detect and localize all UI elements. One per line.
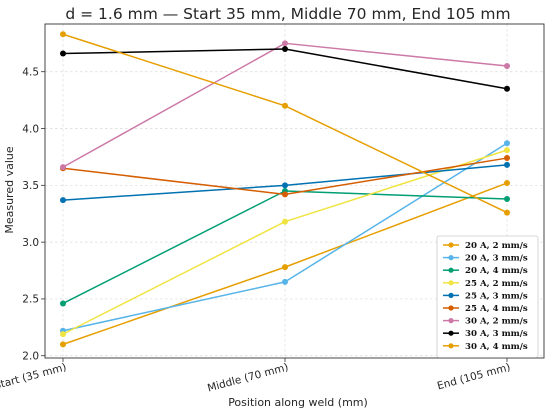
y-tick-label-0: 2.0 [22, 351, 39, 363]
legend-label-0: 20 A, 2 mm/s [465, 241, 528, 251]
data-point-7-2 [504, 85, 510, 92]
data-point-3-1 [282, 218, 288, 225]
y-tick-label-3: 3.5 [22, 180, 39, 192]
data-point-1-1 [282, 278, 288, 285]
data-point-0-1 [282, 264, 288, 271]
data-point-0-0 [60, 341, 66, 348]
legend-marker-4 [448, 292, 454, 298]
data-point-8-2 [504, 209, 510, 216]
data-point-8-0 [60, 31, 66, 38]
y-tick-label-4: 4.0 [22, 123, 39, 135]
legend-marker-1 [448, 255, 454, 261]
legend-marker-0 [448, 242, 454, 248]
chart-title: d = 1.6 mm — Start 35 mm, Middle 70 mm, … [65, 5, 510, 23]
series-3 [60, 147, 510, 338]
legend-label-6: 30 A, 2 mm/s [465, 317, 528, 327]
x-tick-label-0: Start (35 mm) [0, 361, 68, 392]
data-point-3-0 [60, 331, 66, 338]
series-0 [60, 180, 510, 348]
legend-marker-5 [448, 305, 454, 311]
y-tick-label-2: 3.0 [22, 237, 39, 249]
data-point-4-0 [60, 197, 66, 204]
y-axis-label: Measured value [3, 146, 16, 234]
x-axis-label: Position along weld (mm) [228, 396, 368, 409]
legend: 20 A, 2 mm/s 20 A, 3 mm/s 20 A, 4 mm/s 25 A… [436, 235, 539, 358]
x-tick-label-2: End (105 mm) [436, 361, 512, 392]
series-4 [60, 161, 510, 204]
data-point-8-1 [282, 102, 288, 109]
legend-label-7: 30 A, 3 mm/s [465, 329, 528, 339]
y-axis-ticks: 2.0 2.5 3.0 3.5 4.0 4.5 [22, 67, 45, 363]
legend-box [436, 235, 539, 358]
data-point-5-2 [504, 155, 510, 162]
legend-marker-6 [448, 318, 454, 324]
y-tick-label-1: 2.5 [22, 294, 39, 306]
legend-label-1: 20 A, 3 mm/s [465, 254, 528, 264]
data-point-1-2 [504, 140, 510, 147]
series-8 [60, 31, 510, 216]
legend-marker-7 [448, 330, 454, 336]
legend-marker-2 [448, 267, 454, 273]
series-lines [60, 31, 510, 348]
data-point-4-1 [282, 182, 288, 189]
x-axis-ticks: Start (35 mm) Middle (70 mm) End (105 mm) [0, 358, 512, 394]
data-point-2-0 [60, 300, 66, 307]
data-point-3-2 [504, 147, 510, 154]
data-point-6-2 [504, 63, 510, 70]
series-7 [60, 45, 510, 92]
legend-label-4: 25 A, 3 mm/s [465, 291, 528, 301]
series-6 [60, 40, 510, 171]
legend-marker-3 [448, 280, 454, 286]
data-point-2-2 [504, 195, 510, 202]
data-point-7-0 [60, 50, 66, 57]
data-point-0-2 [504, 180, 510, 187]
legend-label-3: 25 A, 2 mm/s [465, 279, 528, 289]
series-5 [60, 155, 510, 198]
data-point-5-1 [282, 191, 288, 198]
x-tick-label-1: Middle (70 mm) [206, 361, 290, 394]
legend-label-8: 30 A, 4 mm/s [465, 342, 528, 352]
data-point-4-2 [504, 161, 510, 168]
legend-marker-8 [448, 343, 454, 349]
data-point-6-1 [282, 40, 288, 47]
y-tick-label-5: 4.5 [22, 67, 39, 79]
data-point-6-0 [60, 164, 66, 171]
legend-label-5: 25 A, 4 mm/s [465, 304, 528, 314]
plot-frame [44, 23, 545, 359]
legend-label-2: 20 A, 4 mm/s [465, 266, 528, 276]
data-point-7-1 [282, 45, 288, 52]
